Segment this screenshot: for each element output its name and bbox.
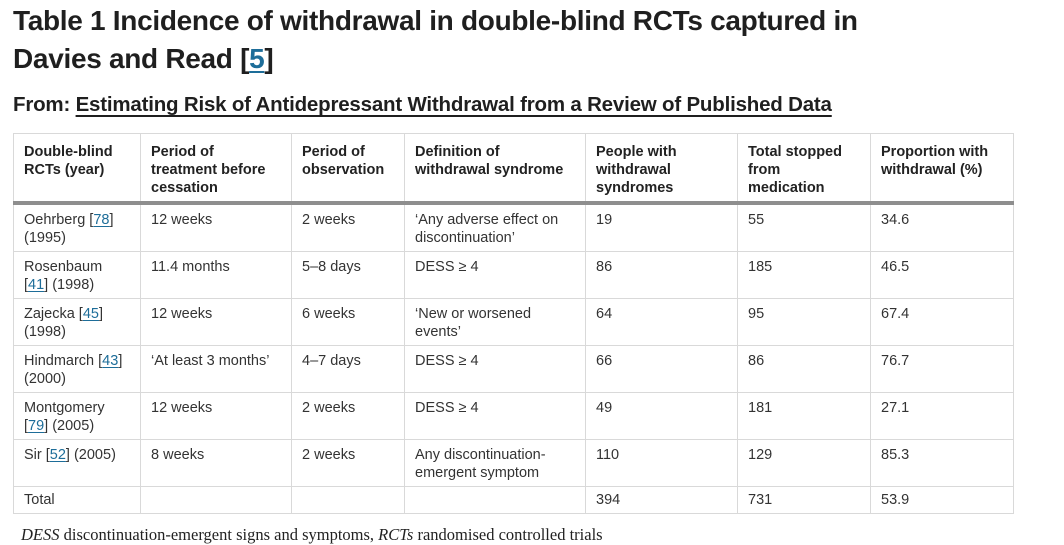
citation-link[interactable]: 43 (102, 353, 119, 369)
incidence-table: Double-blind RCTs (year) Period of treat… (13, 133, 1014, 514)
proportion-cell: 34.6 (870, 202, 1014, 252)
treatment-cell: 12 weeks (140, 202, 292, 252)
people-cell: 66 (585, 345, 738, 393)
table-row-sir: Sir [52] (2005) 8 weeks 2 weeks Any disc… (13, 439, 1014, 487)
treatment-cell: 12 weeks (140, 392, 292, 440)
abbr-rcts: RCTs (378, 525, 414, 544)
table-title-line1: Table 1 Incidence of withdrawal in doubl… (13, 5, 858, 36)
study-name: Montgomery [ (24, 400, 105, 434)
citation-link[interactable]: 79 (28, 418, 45, 434)
definition-cell: ‘Any adverse effect on discontinuation’ (404, 202, 586, 252)
observation-cell: 2 weeks (291, 392, 405, 440)
study-name: Zajecka [ (24, 306, 83, 322)
study-name: Oehrberg [ (24, 212, 94, 228)
column-header-definition: Definition of withdrawal syndrome (404, 133, 586, 205)
total-stopped-cell: 95 (737, 298, 871, 346)
total-stopped-cell: 86 (737, 345, 871, 393)
treatment-cell: 11.4 months (140, 251, 292, 299)
table-title-line2-post: ] (264, 43, 274, 74)
footnote-text-2: randomised controlled trials (413, 525, 603, 544)
people-cell: 110 (585, 439, 738, 487)
total-stopped-cell: 129 (737, 439, 871, 487)
total-label-cell: Total (13, 486, 141, 514)
empty-cell (291, 486, 405, 514)
treatment-cell: 12 weeks (140, 298, 292, 346)
study-year: ] (2000) (24, 353, 123, 387)
observation-cell: 4–7 days (291, 345, 405, 393)
study-year: ] (1998) (24, 306, 104, 340)
column-header-observation-period: Period of observation (291, 133, 405, 205)
study-year: ] (2005) (44, 418, 95, 434)
study-cell: Montgomery [79] (2005) (13, 392, 141, 440)
table-row-hindmarch: Hindmarch [43] (2000) ‘At least 3 months… (13, 345, 1014, 393)
citation-link[interactable]: 45 (82, 306, 99, 322)
from-label: From: (13, 93, 76, 116)
proportion-cell: 76.7 (870, 345, 1014, 393)
footnote-text-1: discontinuation-emergent signs and sympt… (59, 525, 379, 544)
total-proportion-cell: 53.9 (870, 486, 1014, 514)
observation-cell: 2 weeks (291, 439, 405, 487)
title-reference-link[interactable]: 5 (249, 43, 265, 74)
column-header-people-withdrawal: People with withdrawal syndromes (585, 133, 738, 205)
definition-cell: DESS ≥ 4 (404, 251, 586, 299)
total-stopped-cell: 55 (737, 202, 871, 252)
study-cell: Sir [52] (2005) (13, 439, 141, 487)
proportion-cell: 85.3 (870, 439, 1014, 487)
empty-cell (404, 486, 586, 514)
table-title-line2-pre: Davies and Read [ (13, 43, 250, 74)
study-name: Hindmarch [ (24, 353, 103, 369)
study-cell: Rosenbaum [41] (1998) (13, 251, 141, 299)
abbr-dess: DESS (21, 525, 60, 544)
total-stopped-cell: 181 (737, 392, 871, 440)
table-row-total: Total 394 731 53.9 (13, 486, 1014, 514)
from-line: From: Estimating Risk of Antidepressant … (13, 93, 1064, 117)
study-cell: Oehrberg [78] (1995) (13, 202, 141, 252)
people-cell: 19 (585, 202, 738, 252)
people-cell: 49 (585, 392, 738, 440)
definition-cell: DESS ≥ 4 (404, 392, 586, 440)
study-year: ] (1995) (24, 212, 114, 246)
observation-cell: 6 weeks (291, 298, 405, 346)
table-row-oehrberg: Oehrberg [78] (1995) 12 weeks 2 weeks ‘A… (13, 202, 1014, 252)
treatment-cell: ‘At least 3 months’ (140, 345, 292, 393)
study-cell: Hindmarch [43] (2000) (13, 345, 141, 393)
proportion-cell: 27.1 (870, 392, 1014, 440)
definition-cell: Any discontinuation-emergent symptom (404, 439, 586, 487)
column-header-total-stopped: Total stopped from medication (737, 133, 871, 205)
study-year: ] (2005) (65, 447, 116, 463)
study-name: Sir [ (24, 447, 50, 463)
definition-cell: DESS ≥ 4 (404, 345, 586, 393)
observation-cell: 5–8 days (291, 251, 405, 299)
people-cell: 86 (585, 251, 738, 299)
table-row-rosenbaum: Rosenbaum [41] (1998) 11.4 months 5–8 da… (13, 251, 1014, 299)
citation-link[interactable]: 41 (28, 277, 45, 293)
definition-cell: ‘New or worsened events’ (404, 298, 586, 346)
study-name: Rosenbaum [ (24, 259, 103, 293)
column-header-rcts: Double-blind RCTs (year) (13, 133, 141, 205)
citation-link[interactable]: 78 (93, 212, 110, 228)
proportion-cell: 46.5 (870, 251, 1014, 299)
article-title-link[interactable]: Estimating Risk of Antidepressant Withdr… (75, 93, 832, 116)
table-title: Table 1 Incidence of withdrawal in doubl… (13, 2, 1064, 78)
total-people-cell: 394 (585, 486, 738, 514)
proportion-cell: 67.4 (870, 298, 1014, 346)
column-header-treatment-period: Period of treatment before cessation (140, 133, 292, 205)
header-row: Double-blind RCTs (year) Period of treat… (13, 133, 1014, 205)
study-cell: Zajecka [45] (1998) (13, 298, 141, 346)
table-row-montgomery: Montgomery [79] (2005) 12 weeks 2 weeks … (13, 392, 1014, 440)
study-year: ] (1998) (44, 277, 95, 293)
empty-cell (140, 486, 292, 514)
column-header-proportion: Proportion with withdrawal (%) (870, 133, 1014, 205)
table-row-zajecka: Zajecka [45] (1998) 12 weeks 6 weeks ‘Ne… (13, 298, 1014, 346)
treatment-cell: 8 weeks (140, 439, 292, 487)
citation-link[interactable]: 52 (49, 447, 66, 463)
table-footnote: DESS discontinuation-emergent signs and … (21, 525, 1064, 545)
total-stopped-cell: 731 (737, 486, 871, 514)
people-cell: 64 (585, 298, 738, 346)
observation-cell: 2 weeks (291, 202, 405, 252)
total-stopped-cell: 185 (737, 251, 871, 299)
